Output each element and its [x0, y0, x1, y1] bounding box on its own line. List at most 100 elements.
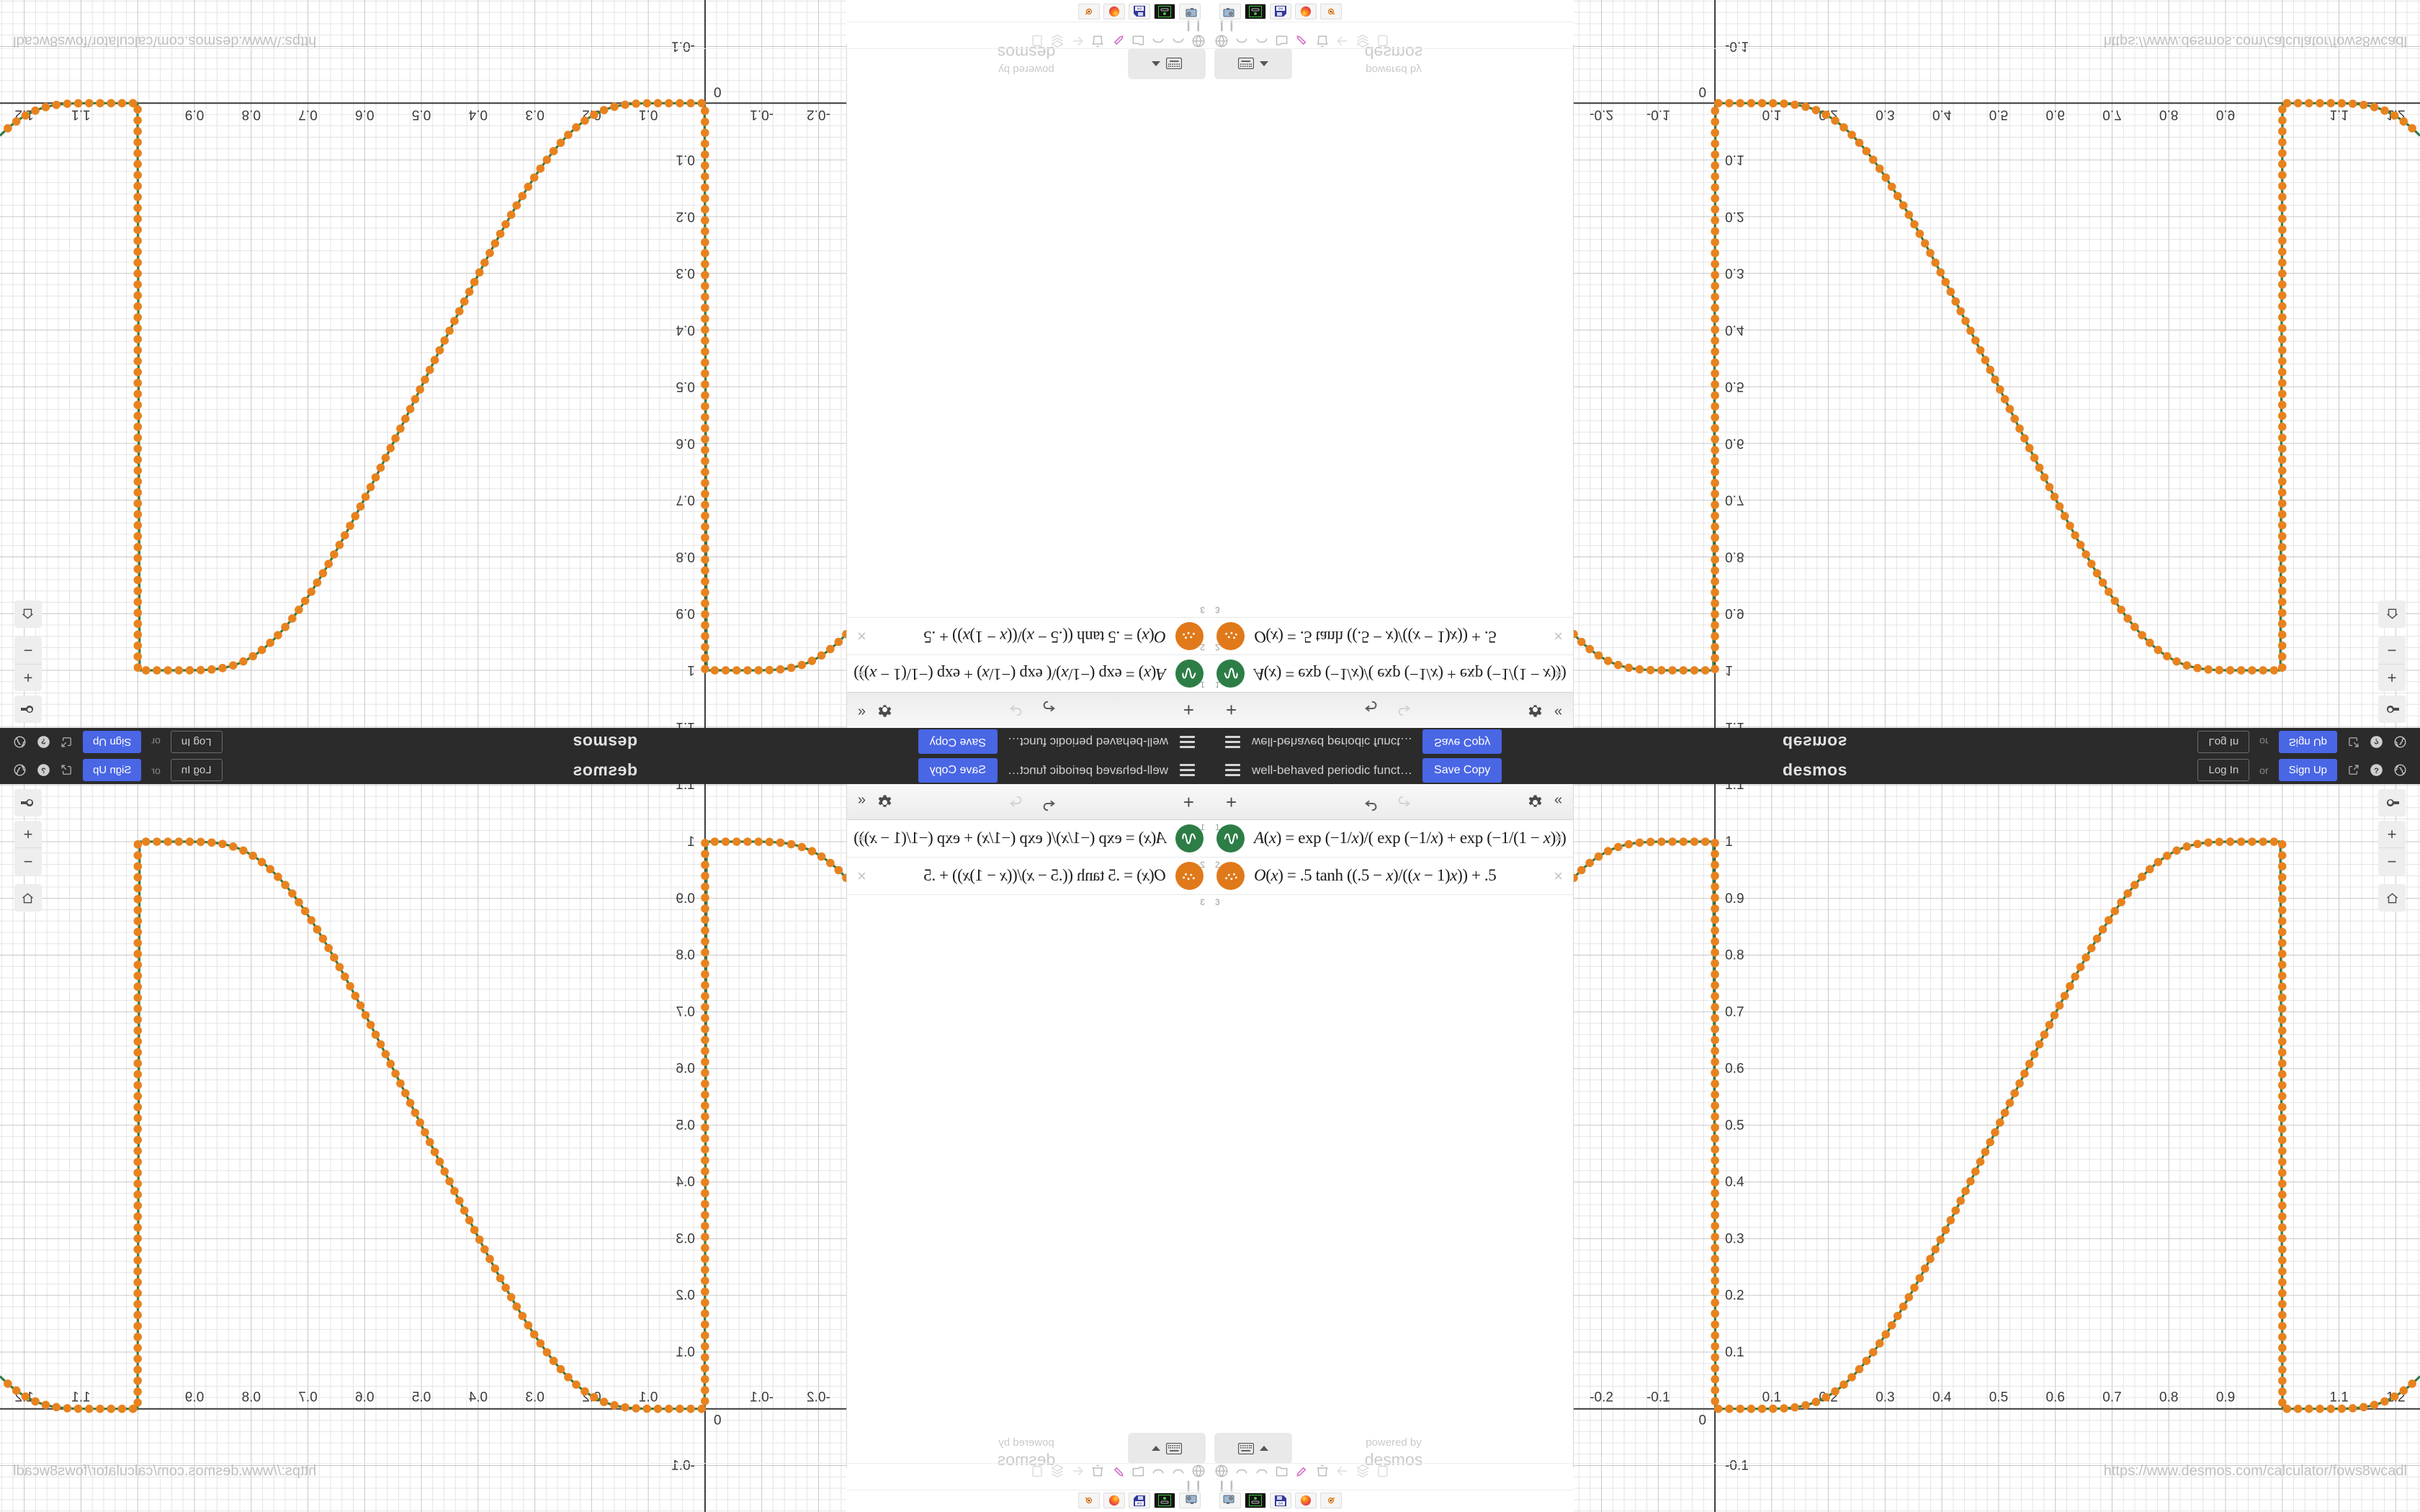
- svg-text:0.9: 0.9: [2216, 1390, 2235, 1405]
- svg-text:-0.1: -0.1: [1646, 107, 1670, 122]
- svg-text:0.4: 0.4: [676, 322, 695, 337]
- svg-text:1.1: 1.1: [1725, 719, 1744, 728]
- svg-text:0.6: 0.6: [1725, 436, 1744, 451]
- svg-text:0.4: 0.4: [468, 107, 488, 122]
- svg-text:0.8: 0.8: [1725, 549, 1744, 564]
- svg-text:0.1: 0.1: [1762, 107, 1781, 122]
- svg-text:0.8: 0.8: [2159, 107, 2178, 122]
- svg-text:0.7: 0.7: [676, 1004, 694, 1020]
- svg-text:64: 64: [1278, 1502, 1283, 1506]
- svg-text:0.3: 0.3: [676, 266, 694, 281]
- svg-text:0.7: 0.7: [676, 492, 694, 508]
- svg-text:0.3: 0.3: [1876, 107, 1894, 122]
- svg-text:1.1: 1.1: [2329, 1390, 2348, 1405]
- svg-text:0.5: 0.5: [412, 107, 431, 122]
- svg-text:0.7: 0.7: [2102, 1390, 2121, 1405]
- svg-text:-0.1: -0.1: [1646, 1390, 1670, 1405]
- svg-text:0.6: 0.6: [676, 1061, 694, 1076]
- svg-text:0.8: 0.8: [2159, 1390, 2178, 1405]
- svg-text:0.4: 0.4: [676, 1175, 695, 1190]
- svg-text:0.7: 0.7: [2102, 107, 2121, 122]
- svg-text:0.2: 0.2: [676, 209, 694, 224]
- svg-text:0.9: 0.9: [676, 606, 694, 621]
- svg-text:0.5: 0.5: [412, 1390, 431, 1405]
- svg-text:0.7: 0.7: [1725, 1004, 1744, 1020]
- svg-text:0.5: 0.5: [1989, 107, 2008, 122]
- svg-text:0.1: 0.1: [1725, 152, 1744, 167]
- svg-text:0.5: 0.5: [1725, 1118, 1744, 1133]
- svg-text:0.4: 0.4: [1725, 322, 1744, 337]
- svg-text:?: ?: [2374, 767, 2379, 775]
- svg-text:0.2: 0.2: [1725, 209, 1744, 224]
- svg-text:0: 0: [714, 84, 722, 99]
- svg-text:1.1: 1.1: [71, 1390, 90, 1405]
- svg-text:0.9: 0.9: [1725, 891, 1744, 906]
- svg-text:0.8: 0.8: [242, 107, 261, 122]
- svg-text:0.5: 0.5: [676, 379, 694, 394]
- svg-text:0.2: 0.2: [1725, 1288, 1744, 1303]
- svg-text:0.1: 0.1: [1762, 1390, 1781, 1405]
- svg-text:0.7: 0.7: [1725, 492, 1744, 508]
- svg-text:0.6: 0.6: [355, 107, 374, 122]
- svg-text:?: ?: [41, 767, 46, 775]
- svg-text:0.3: 0.3: [525, 1390, 544, 1405]
- svg-text:0.9: 0.9: [2216, 107, 2235, 122]
- svg-text:0.7: 0.7: [298, 107, 317, 122]
- svg-text:64: 64: [1278, 6, 1283, 11]
- svg-text:1: 1: [687, 834, 695, 850]
- svg-text:1.1: 1.1: [2329, 107, 2348, 122]
- svg-text:-0.2: -0.2: [1590, 107, 1613, 122]
- svg-text:0.3: 0.3: [1725, 1231, 1744, 1246]
- svg-text:1: 1: [1725, 834, 1733, 850]
- svg-text:0.5: 0.5: [1725, 379, 1744, 394]
- svg-text:-0.2: -0.2: [1590, 1390, 1613, 1405]
- svg-text:64: 64: [1137, 6, 1142, 11]
- svg-text:1.1: 1.1: [1725, 784, 1744, 793]
- svg-text:1: 1: [687, 662, 695, 678]
- svg-text:64: 64: [1137, 1502, 1142, 1506]
- svg-text:0.8: 0.8: [242, 1390, 261, 1405]
- svg-text:-0.1: -0.1: [750, 1390, 774, 1405]
- svg-text:?: ?: [41, 737, 46, 745]
- svg-text:1.1: 1.1: [676, 719, 694, 728]
- svg-text:0.1: 0.1: [676, 152, 694, 167]
- svg-text:0.1: 0.1: [639, 107, 658, 122]
- svg-text:0.6: 0.6: [355, 1390, 374, 1405]
- svg-text:0.8: 0.8: [676, 948, 694, 963]
- svg-text:0.4: 0.4: [1932, 1390, 1952, 1405]
- svg-text:0: 0: [1699, 84, 1707, 99]
- svg-text:0.4: 0.4: [1725, 1175, 1744, 1190]
- svg-text:-0.2: -0.2: [807, 107, 830, 122]
- svg-text:0.9: 0.9: [185, 107, 204, 122]
- svg-text:1.1: 1.1: [676, 784, 694, 793]
- svg-text:0.3: 0.3: [676, 1231, 694, 1246]
- svg-text:0.6: 0.6: [2046, 107, 2065, 122]
- svg-text:0: 0: [714, 1413, 722, 1428]
- svg-text:0.6: 0.6: [676, 436, 694, 451]
- svg-text:-0.2: -0.2: [807, 1390, 830, 1405]
- svg-text:0.9: 0.9: [185, 1390, 204, 1405]
- svg-text:?: ?: [2374, 737, 2379, 745]
- svg-text:0.6: 0.6: [2046, 1390, 2065, 1405]
- svg-text:1.1: 1.1: [71, 107, 90, 122]
- svg-text:-0.1: -0.1: [750, 107, 774, 122]
- svg-text:0.6: 0.6: [1725, 1061, 1744, 1076]
- svg-text:0.2: 0.2: [676, 1288, 694, 1303]
- svg-text:1: 1: [1725, 662, 1733, 678]
- svg-text:0.4: 0.4: [468, 1390, 488, 1405]
- svg-text:0.7: 0.7: [298, 1390, 317, 1405]
- svg-text:0.5: 0.5: [676, 1118, 694, 1133]
- svg-text:0.4: 0.4: [1932, 107, 1952, 122]
- svg-text:0.9: 0.9: [676, 891, 694, 906]
- svg-text:0.3: 0.3: [525, 107, 544, 122]
- svg-text:0.5: 0.5: [1989, 1390, 2008, 1405]
- svg-text:0.8: 0.8: [1725, 948, 1744, 963]
- svg-text:0.3: 0.3: [1876, 1390, 1894, 1405]
- svg-text:0.1: 0.1: [639, 1390, 658, 1405]
- svg-text:0: 0: [1699, 1413, 1707, 1428]
- svg-text:0.3: 0.3: [1725, 266, 1744, 281]
- svg-text:0.8: 0.8: [676, 549, 694, 564]
- svg-text:0.9: 0.9: [1725, 606, 1744, 621]
- svg-text:0.1: 0.1: [676, 1345, 694, 1360]
- svg-text:0.1: 0.1: [1725, 1345, 1744, 1360]
